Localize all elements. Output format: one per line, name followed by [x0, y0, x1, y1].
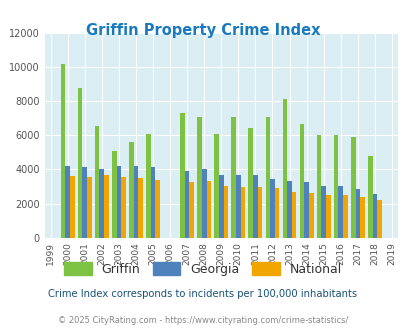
- Bar: [274, 188, 279, 238]
- Bar: [150, 167, 155, 238]
- Bar: [133, 166, 138, 238]
- Bar: [355, 189, 359, 238]
- Bar: [146, 134, 150, 238]
- Bar: [269, 179, 274, 238]
- Bar: [104, 175, 109, 238]
- Bar: [316, 135, 321, 238]
- Bar: [287, 181, 291, 238]
- Bar: [248, 128, 252, 238]
- Legend: Griffin, Georgia, National: Griffin, Georgia, National: [59, 257, 346, 281]
- Bar: [257, 187, 262, 238]
- Bar: [87, 177, 92, 238]
- Bar: [350, 137, 355, 238]
- Bar: [78, 87, 82, 238]
- Bar: [235, 175, 240, 238]
- Bar: [206, 181, 211, 238]
- Bar: [342, 195, 347, 238]
- Bar: [197, 116, 201, 238]
- Bar: [321, 186, 325, 238]
- Bar: [180, 113, 184, 238]
- Bar: [129, 142, 133, 238]
- Bar: [99, 169, 104, 238]
- Bar: [155, 181, 160, 238]
- Bar: [70, 176, 75, 238]
- Bar: [214, 134, 218, 238]
- Bar: [201, 169, 206, 238]
- Bar: [65, 166, 70, 238]
- Bar: [338, 186, 342, 238]
- Bar: [282, 100, 287, 238]
- Bar: [138, 178, 143, 238]
- Bar: [333, 135, 338, 238]
- Text: Griffin Property Crime Index: Griffin Property Crime Index: [85, 23, 320, 38]
- Bar: [218, 175, 223, 238]
- Text: © 2025 CityRating.com - https://www.cityrating.com/crime-statistics/: © 2025 CityRating.com - https://www.city…: [58, 315, 347, 325]
- Bar: [372, 194, 376, 238]
- Bar: [184, 171, 189, 238]
- Bar: [299, 124, 304, 238]
- Bar: [359, 197, 364, 238]
- Bar: [189, 182, 194, 238]
- Bar: [121, 177, 126, 238]
- Bar: [265, 117, 269, 238]
- Bar: [367, 156, 372, 238]
- Bar: [308, 193, 313, 238]
- Bar: [116, 166, 121, 238]
- Bar: [240, 187, 245, 238]
- Bar: [376, 200, 381, 238]
- Bar: [252, 175, 257, 238]
- Bar: [231, 117, 235, 238]
- Bar: [82, 167, 87, 238]
- Bar: [325, 195, 330, 238]
- Bar: [61, 64, 65, 238]
- Text: Crime Index corresponds to incidents per 100,000 inhabitants: Crime Index corresponds to incidents per…: [48, 289, 357, 299]
- Bar: [291, 191, 296, 238]
- Bar: [95, 126, 99, 238]
- Bar: [112, 151, 116, 238]
- Bar: [223, 185, 228, 238]
- Bar: [304, 182, 308, 238]
